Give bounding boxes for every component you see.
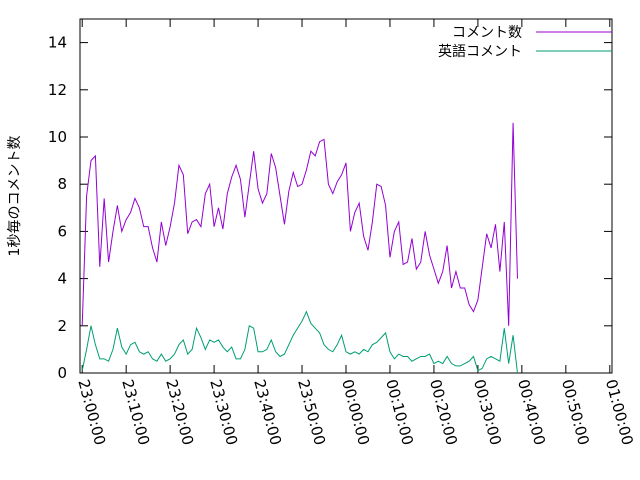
x-tick-label: 01:00:00 — [602, 377, 637, 447]
x-tick-label: 00:00:00 — [338, 377, 373, 447]
y-tick-label: 4 — [57, 270, 67, 288]
x-tick-label: 00:10:00 — [382, 377, 417, 447]
y-tick-label: 12 — [48, 81, 67, 99]
legend-label-english-comments: 英語コメント — [438, 43, 522, 60]
y-tick-label: 6 — [57, 222, 67, 240]
x-axis-ticks: 23:00:00 23:10:00 23:20:00 23:30:00 23:40:00… — [74, 19, 637, 447]
series-line-comments — [81, 122, 518, 326]
x-tick-label: 23:40:00 — [250, 377, 285, 447]
legend-entry-english-comments: 英語コメント — [438, 43, 612, 60]
legend: コメント数 英語コメント — [438, 25, 612, 60]
x-tick-label: 00:20:00 — [426, 377, 461, 447]
x-tick-label: 23:10:00 — [118, 377, 153, 447]
y-tick-label: 10 — [48, 128, 67, 146]
y-axis-ticks: 0 2 4 6 8 10 12 14 — [48, 34, 612, 382]
x-tick-label: 23:20:00 — [162, 377, 197, 447]
x-tick-label: 00:30:00 — [470, 377, 505, 447]
y-axis-label: 1秒毎のコメント数 — [7, 136, 23, 257]
x-tick-label: 23:50:00 — [294, 377, 329, 447]
x-tick-label: 23:30:00 — [206, 377, 241, 447]
legend-entry-comments: コメント数 — [452, 25, 612, 41]
series-lines — [81, 122, 518, 374]
x-tick-label: 00:50:00 — [558, 377, 593, 447]
legend-label-comments: コメント数 — [452, 25, 522, 41]
y-tick-label: 14 — [48, 34, 67, 52]
series-line-english-comments — [81, 310, 518, 374]
y-tick-label: 8 — [57, 175, 67, 193]
x-tick-label: 00:40:00 — [514, 377, 549, 447]
plot-frame — [79, 18, 613, 374]
y-tick-label: 0 — [57, 364, 67, 382]
y-tick-label: 2 — [57, 317, 67, 335]
x-tick-label: 23:00:00 — [74, 377, 109, 447]
